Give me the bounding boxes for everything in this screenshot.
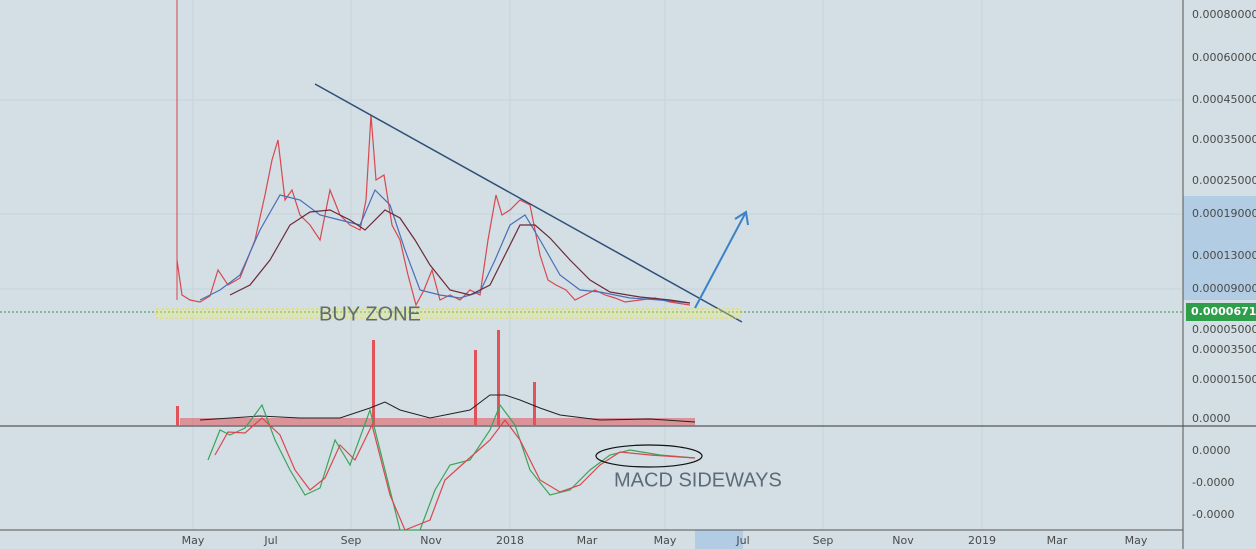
signal-line (214, 417, 696, 531)
macd-tick-label: -0.0000 (1192, 476, 1234, 489)
price-tick-label: 0.00019000 (1192, 207, 1256, 220)
breakout-arrow (694, 211, 747, 309)
last-price-badge (1186, 303, 1256, 321)
time-tick-label: Nov (420, 534, 442, 547)
price-tick-label: 0.00035000 (1192, 133, 1256, 146)
volume-bars (176, 330, 695, 426)
buy-zone-box (155, 308, 741, 319)
arrow-head (734, 210, 749, 226)
macd-tick-label: 0.0000 (1192, 412, 1231, 425)
macd-ellipse (595, 444, 703, 468)
macd-line (207, 403, 696, 531)
fast-ma (199, 188, 691, 304)
price-tick-label: 0.00001500 (1192, 373, 1256, 386)
price-tick-label: 0.00005000 (1192, 323, 1256, 336)
price-tick-label: 0.00080000 (1192, 8, 1256, 21)
time-tick-label: Mar (1047, 534, 1068, 547)
grid (0, 0, 1183, 530)
price-path (176, 114, 691, 307)
macd-tick-label: -0.0000 (1192, 508, 1234, 521)
time-tick-label: Jul (263, 534, 277, 547)
time-tick-label: Sep (341, 534, 362, 547)
volume-ma (199, 394, 696, 423)
macd-tick-label: 0.0000 (1192, 444, 1231, 457)
time-tick-label: 2019 (968, 534, 996, 547)
time-tick-label: 2018 (496, 534, 524, 547)
time-range-highlight (695, 530, 743, 549)
time-tick-label: May (1125, 534, 1148, 547)
time-tick-label: May (654, 534, 677, 547)
time-tick-label: Mar (577, 534, 598, 547)
price-tick-label: 0.00060000 (1192, 51, 1256, 64)
time-tick-label: May (182, 534, 205, 547)
time-tick-label: Sep (813, 534, 834, 547)
price-range-highlight (1183, 196, 1256, 300)
price-tick-label: 0.00013000 (1192, 249, 1256, 262)
axis-labels: 0.00080000 0.00060000 0.00045000 0.00035000… (182, 8, 1256, 547)
price-tick-label: 0.00009000 (1192, 282, 1256, 295)
time-tick-label: Nov (892, 534, 914, 547)
trend-line (314, 83, 743, 323)
price-tick-label: 0.00003500 (1192, 343, 1256, 356)
price-tick-label: 0.00045000 (1192, 93, 1256, 106)
macd-label: MACD SIDEWAYS (614, 469, 782, 491)
buy-zone-label: BUY ZONE (319, 303, 421, 325)
time-tick-label: Jul (735, 534, 749, 547)
price-tick-label: 0.00025000 (1192, 174, 1256, 187)
slow-ma (229, 209, 691, 304)
